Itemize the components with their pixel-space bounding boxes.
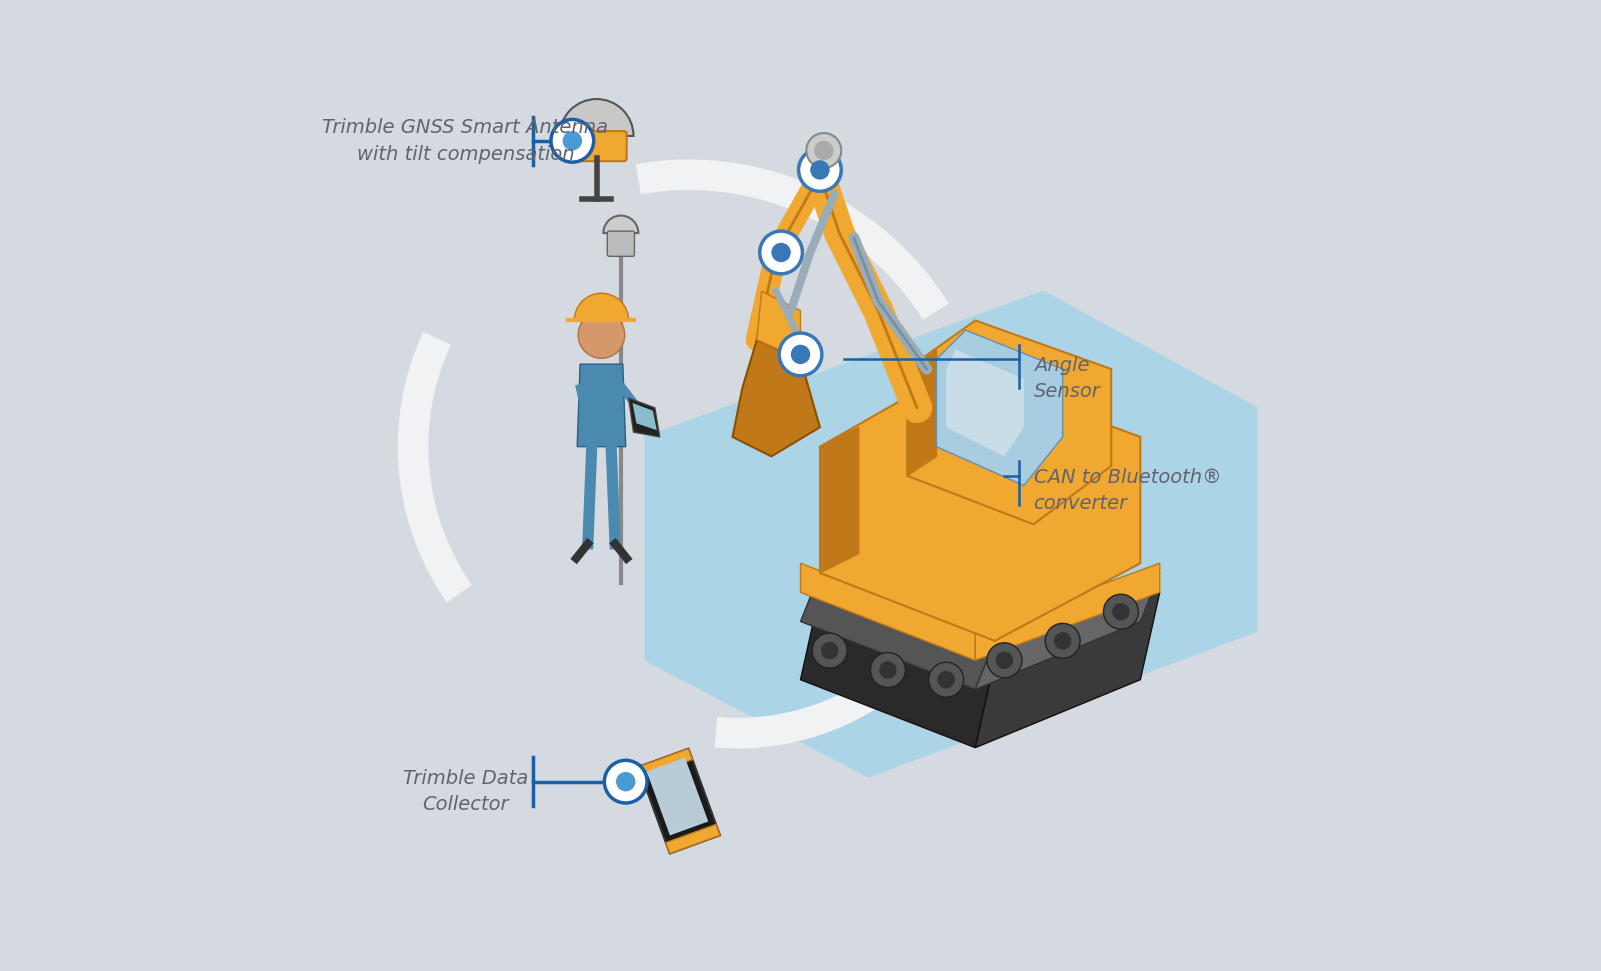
Circle shape bbox=[1045, 623, 1081, 658]
Circle shape bbox=[578, 312, 624, 358]
Circle shape bbox=[879, 661, 897, 679]
Circle shape bbox=[780, 333, 821, 376]
Circle shape bbox=[1103, 594, 1138, 629]
Polygon shape bbox=[908, 320, 1111, 524]
Text: Angle
Sensor: Angle Sensor bbox=[1034, 356, 1100, 401]
Circle shape bbox=[812, 633, 847, 668]
Circle shape bbox=[996, 652, 1013, 669]
Circle shape bbox=[1113, 603, 1130, 620]
Circle shape bbox=[810, 160, 829, 180]
Circle shape bbox=[821, 642, 839, 659]
Polygon shape bbox=[632, 403, 656, 430]
FancyBboxPatch shape bbox=[607, 231, 634, 256]
Polygon shape bbox=[639, 749, 720, 854]
Polygon shape bbox=[578, 364, 626, 447]
Wedge shape bbox=[604, 216, 639, 233]
Polygon shape bbox=[757, 291, 800, 359]
Polygon shape bbox=[647, 757, 708, 835]
Circle shape bbox=[929, 662, 964, 697]
Polygon shape bbox=[937, 330, 1063, 486]
Circle shape bbox=[562, 131, 583, 151]
Wedge shape bbox=[575, 293, 629, 320]
Circle shape bbox=[760, 231, 802, 274]
Circle shape bbox=[871, 653, 906, 687]
Polygon shape bbox=[975, 563, 1159, 660]
Circle shape bbox=[551, 119, 594, 162]
Polygon shape bbox=[820, 427, 858, 573]
FancyBboxPatch shape bbox=[567, 131, 626, 161]
Polygon shape bbox=[820, 369, 1140, 641]
Circle shape bbox=[799, 149, 841, 191]
Polygon shape bbox=[946, 350, 1023, 456]
Polygon shape bbox=[629, 398, 660, 437]
Text: Trimble GNSS Smart Antenna
with tilt compensation: Trimble GNSS Smart Antenna with tilt com… bbox=[322, 118, 608, 163]
Circle shape bbox=[986, 643, 1021, 678]
Polygon shape bbox=[800, 563, 975, 660]
Circle shape bbox=[807, 133, 841, 168]
Text: CAN to Bluetooth®
converter: CAN to Bluetooth® converter bbox=[1034, 468, 1222, 513]
Circle shape bbox=[604, 760, 647, 803]
Polygon shape bbox=[639, 749, 692, 778]
Circle shape bbox=[938, 671, 954, 688]
Circle shape bbox=[1053, 632, 1071, 650]
Wedge shape bbox=[560, 99, 634, 136]
Polygon shape bbox=[908, 350, 937, 476]
Polygon shape bbox=[975, 592, 1159, 748]
Circle shape bbox=[772, 243, 791, 262]
Circle shape bbox=[616, 772, 636, 791]
Polygon shape bbox=[645, 291, 1257, 777]
Polygon shape bbox=[733, 340, 820, 456]
Circle shape bbox=[813, 141, 834, 160]
Circle shape bbox=[791, 345, 810, 364]
Text: Trimble Data
Collector: Trimble Data Collector bbox=[403, 769, 528, 814]
Polygon shape bbox=[800, 592, 994, 748]
Polygon shape bbox=[800, 573, 994, 689]
Polygon shape bbox=[975, 573, 1159, 689]
Polygon shape bbox=[666, 824, 720, 854]
